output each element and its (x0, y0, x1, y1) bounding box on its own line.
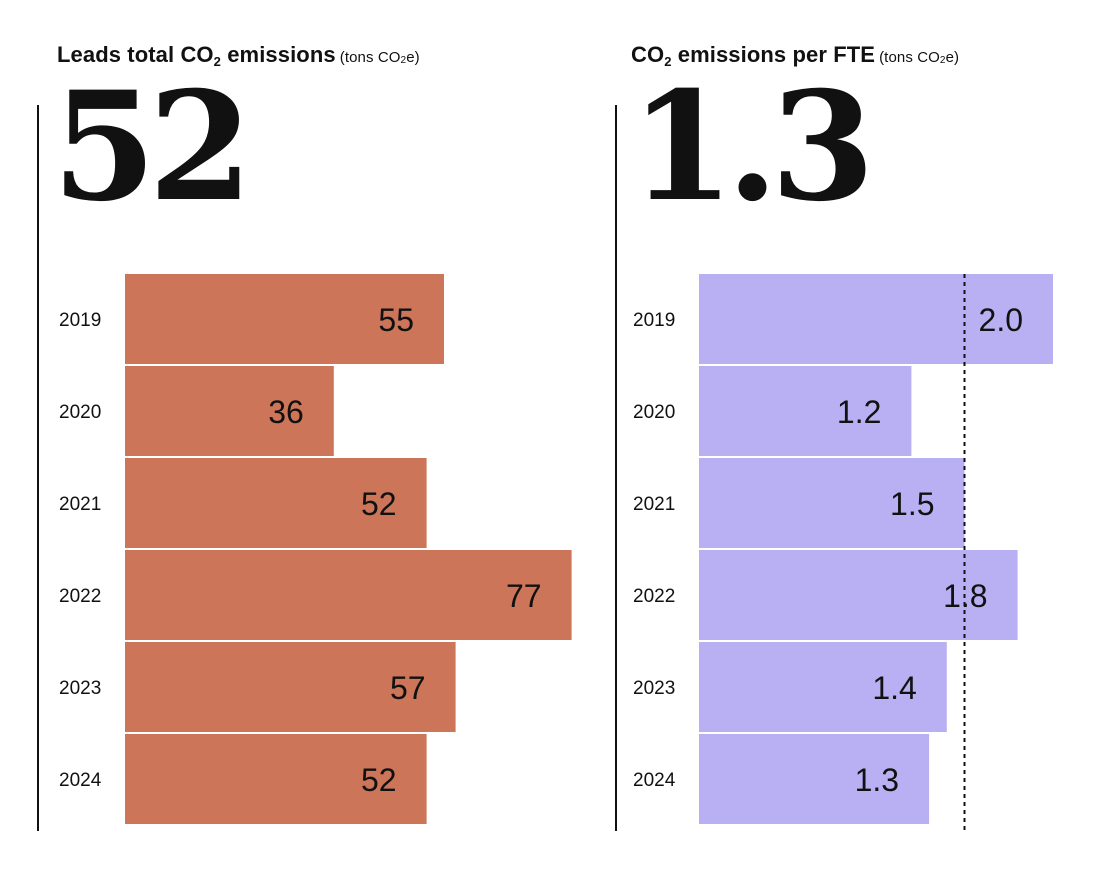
year-label-2021: 2021 (59, 494, 101, 515)
bar-2021 (125, 458, 427, 548)
year-label-2022: 2022 (59, 586, 101, 607)
title-rest-text: emissions per FTE (671, 42, 876, 67)
unit-suffix: e) (406, 49, 420, 66)
bar-2024 (125, 734, 427, 824)
title-unit: (tons CO2e) (340, 49, 420, 66)
per-fte-title: CO2 emissions per FTE (tons CO2e) (631, 42, 959, 68)
value-label-2022: 77 (506, 578, 542, 614)
bar-2023 (699, 642, 947, 732)
per-fte-headline: 1.3 (630, 59, 875, 235)
value-label-2019: 55 (378, 302, 414, 338)
value-label-2020: 1.2 (837, 394, 881, 430)
bar-2024 (699, 734, 930, 824)
year-label-2021: 2021 (633, 494, 675, 515)
value-label-2024: 1.3 (855, 762, 899, 798)
value-label-2021: 1.5 (890, 486, 934, 522)
value-label-2020: 36 (268, 394, 304, 430)
year-label-2023: 2023 (633, 678, 675, 699)
bar-2022 (125, 550, 572, 640)
bar-2019 (699, 274, 1053, 364)
year-label-2022: 2022 (633, 586, 675, 607)
value-label-2023: 1.4 (872, 670, 916, 706)
title-main-text: Leads total CO (57, 42, 214, 67)
title-unit: (tons CO2e) (879, 49, 959, 66)
title-subscript: 2 (213, 54, 221, 69)
bar-2020 (125, 366, 334, 456)
year-label-2024: 2024 (633, 770, 676, 791)
unit-subscript: 2 (939, 55, 946, 66)
bar-2019 (125, 274, 444, 364)
left-divider-line (37, 105, 39, 831)
bar-2023 (125, 642, 456, 732)
bar-2020 (699, 366, 912, 456)
title-rest-text: emissions (221, 42, 336, 67)
value-label-2023: 57 (390, 670, 426, 706)
unit-suffix: e) (945, 49, 960, 66)
total-emissions-panel: Leads total CO2 emissions (tons CO2e) 52 … (37, 42, 572, 831)
bar-2021 (699, 458, 965, 548)
total-emissions-title: Leads total CO2 emissions (tons CO2e) (57, 42, 420, 68)
right-divider-line (615, 105, 617, 831)
value-label-2021: 52 (361, 486, 397, 522)
year-label-2020: 2020 (633, 402, 675, 423)
value-label-2019: 2.0 (979, 302, 1023, 338)
year-label-2023: 2023 (59, 678, 101, 699)
value-label-2024: 52 (361, 762, 397, 798)
year-label-2024: 2024 (59, 770, 102, 791)
total-emissions-bar-chart: 2019 55 2020 36 2021 52 2022 77 2023 57 2024 52 (59, 274, 572, 824)
total-emissions-headline: 52 (52, 59, 253, 235)
year-label-2019: 2019 (633, 310, 675, 331)
year-label-2020: 2020 (59, 402, 101, 423)
title-main-text: CO (631, 42, 665, 67)
title-subscript: 2 (664, 54, 672, 69)
unit-prefix: (tons CO (879, 49, 940, 66)
unit-subscript: 2 (400, 55, 407, 66)
year-label-2019: 2019 (59, 310, 101, 331)
unit-prefix: (tons CO (339, 49, 401, 66)
per-fte-panel: CO2 emissions per FTE (tons CO2e) 1.3 201… (600, 0, 1095, 880)
